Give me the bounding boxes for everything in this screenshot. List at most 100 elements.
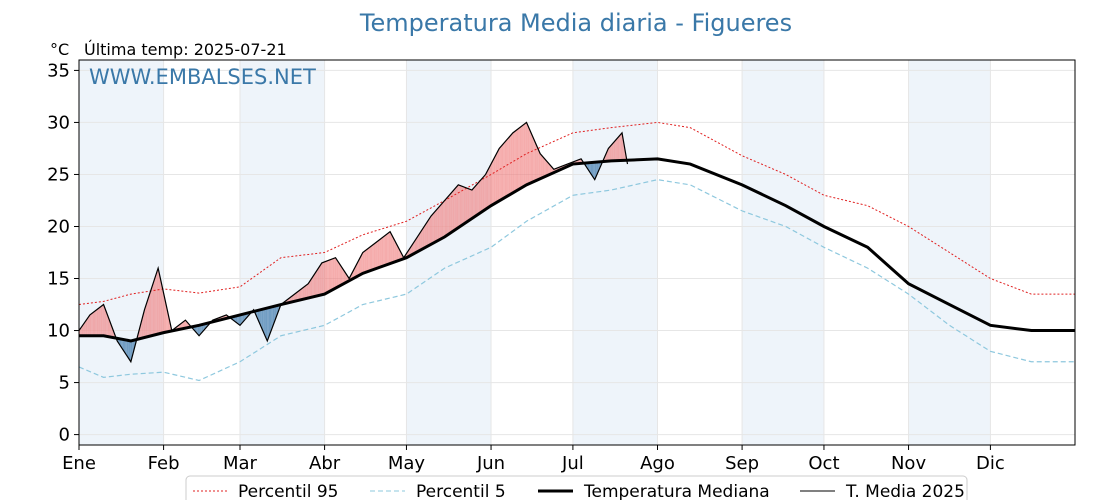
fill-above-median xyxy=(504,140,507,198)
fill-above-median xyxy=(376,241,378,269)
y-tick-label: 10 xyxy=(47,321,70,342)
fill-above-median xyxy=(336,259,339,288)
fill-above-median xyxy=(148,293,150,337)
fill-above-median xyxy=(446,197,448,236)
fill-above-median xyxy=(144,305,146,338)
fill-above-median xyxy=(364,250,366,273)
fill-above-median xyxy=(339,263,341,286)
fill-above-median xyxy=(439,205,441,240)
fill-above-median xyxy=(335,257,337,289)
fill-below-median xyxy=(125,339,127,356)
fill-above-median xyxy=(377,240,380,268)
fill-above-median xyxy=(159,274,161,334)
fill-above-median xyxy=(436,208,438,242)
fill-above-median xyxy=(619,134,621,161)
series-p95-line xyxy=(78,121,1075,306)
fill-above-median xyxy=(441,202,444,239)
fill-above-median xyxy=(414,238,417,254)
fill-above-median xyxy=(342,268,344,285)
fill-above-median xyxy=(455,186,457,230)
fill-above-median xyxy=(308,281,310,299)
fill-above-median xyxy=(609,145,612,162)
fill-above-median xyxy=(312,275,314,298)
y-tick-label: 20 xyxy=(47,216,70,237)
fill-above-median xyxy=(526,122,528,185)
legend-label-p5: Percentil 5 xyxy=(416,482,506,500)
fill-above-median xyxy=(514,130,516,193)
fill-above-median xyxy=(546,161,549,176)
fill-above-median xyxy=(506,139,508,197)
fill-below-median xyxy=(124,339,126,354)
fill-above-median xyxy=(476,183,478,216)
fill-above-median xyxy=(484,174,486,211)
y-tick-label: 15 xyxy=(47,269,70,290)
fill-below-median xyxy=(129,340,131,362)
fill-above-median xyxy=(465,187,467,224)
fill-below-median xyxy=(268,307,271,338)
fill-above-median xyxy=(323,261,325,295)
fill-above-median xyxy=(482,176,485,212)
fill-above-median xyxy=(366,248,369,272)
y-tick-label: 5 xyxy=(59,373,70,394)
fill-above-median xyxy=(331,258,333,291)
fill-above-median xyxy=(100,305,103,336)
fill-above-median xyxy=(388,231,391,265)
fill-above-median xyxy=(98,307,100,336)
x-tick-label: Dic xyxy=(976,453,1005,474)
fill-above-median xyxy=(516,128,519,191)
fill-above-median xyxy=(143,309,145,338)
fill-above-median xyxy=(96,308,99,336)
fill-above-median xyxy=(421,228,423,250)
fill-above-median xyxy=(88,314,90,336)
fill-above-median xyxy=(537,147,539,180)
fill-above-median xyxy=(411,243,414,255)
fill-above-median xyxy=(106,311,108,337)
fill-above-median xyxy=(497,148,500,202)
fill-above-median xyxy=(332,258,335,290)
fill-above-median xyxy=(461,185,463,226)
fill-above-median xyxy=(536,144,538,181)
fill-above-median xyxy=(83,322,85,336)
fill-above-median xyxy=(320,262,322,296)
fill-above-median xyxy=(613,140,616,161)
fill-above-median xyxy=(302,286,305,300)
fill-above-median xyxy=(545,159,547,177)
fill-below-median xyxy=(265,307,268,341)
series-lines xyxy=(78,121,1075,382)
fill-below-median xyxy=(270,306,272,334)
fill-below-median xyxy=(260,309,262,329)
fill-above-median xyxy=(616,137,618,161)
fill-above-median xyxy=(485,171,487,210)
fill-above-median xyxy=(362,251,365,274)
fill-above-median xyxy=(338,261,340,287)
fill-above-median xyxy=(151,284,153,336)
fill-above-median xyxy=(496,151,498,203)
fill-above-median xyxy=(164,299,167,333)
fill-above-median xyxy=(456,184,459,229)
fill-above-median xyxy=(396,244,399,262)
fill-above-median xyxy=(297,291,299,301)
fill-above-median xyxy=(429,216,432,246)
fill-above-median xyxy=(458,184,460,228)
fill-above-median xyxy=(420,230,422,251)
legend-label-media2025: T. Media 2025 xyxy=(845,482,965,500)
fill-above-median xyxy=(529,128,531,184)
fill-above-median xyxy=(357,260,359,277)
month-band xyxy=(79,60,164,445)
fill-above-median xyxy=(416,236,418,253)
fill-above-median xyxy=(381,236,384,267)
fill-above-median xyxy=(182,321,185,329)
fill-above-median xyxy=(620,132,623,161)
x-tick-label: Oct xyxy=(808,453,839,474)
fill-above-median xyxy=(360,255,362,275)
fill-above-median xyxy=(104,308,107,337)
fill-above-median xyxy=(612,142,614,161)
fill-above-median xyxy=(304,285,306,299)
fill-above-median xyxy=(313,273,316,297)
fill-above-median xyxy=(424,224,426,249)
fill-above-median xyxy=(462,186,464,225)
x-tick-label: Ago xyxy=(640,453,675,474)
fill-above-median xyxy=(306,283,309,299)
plot-frame xyxy=(78,59,1076,446)
